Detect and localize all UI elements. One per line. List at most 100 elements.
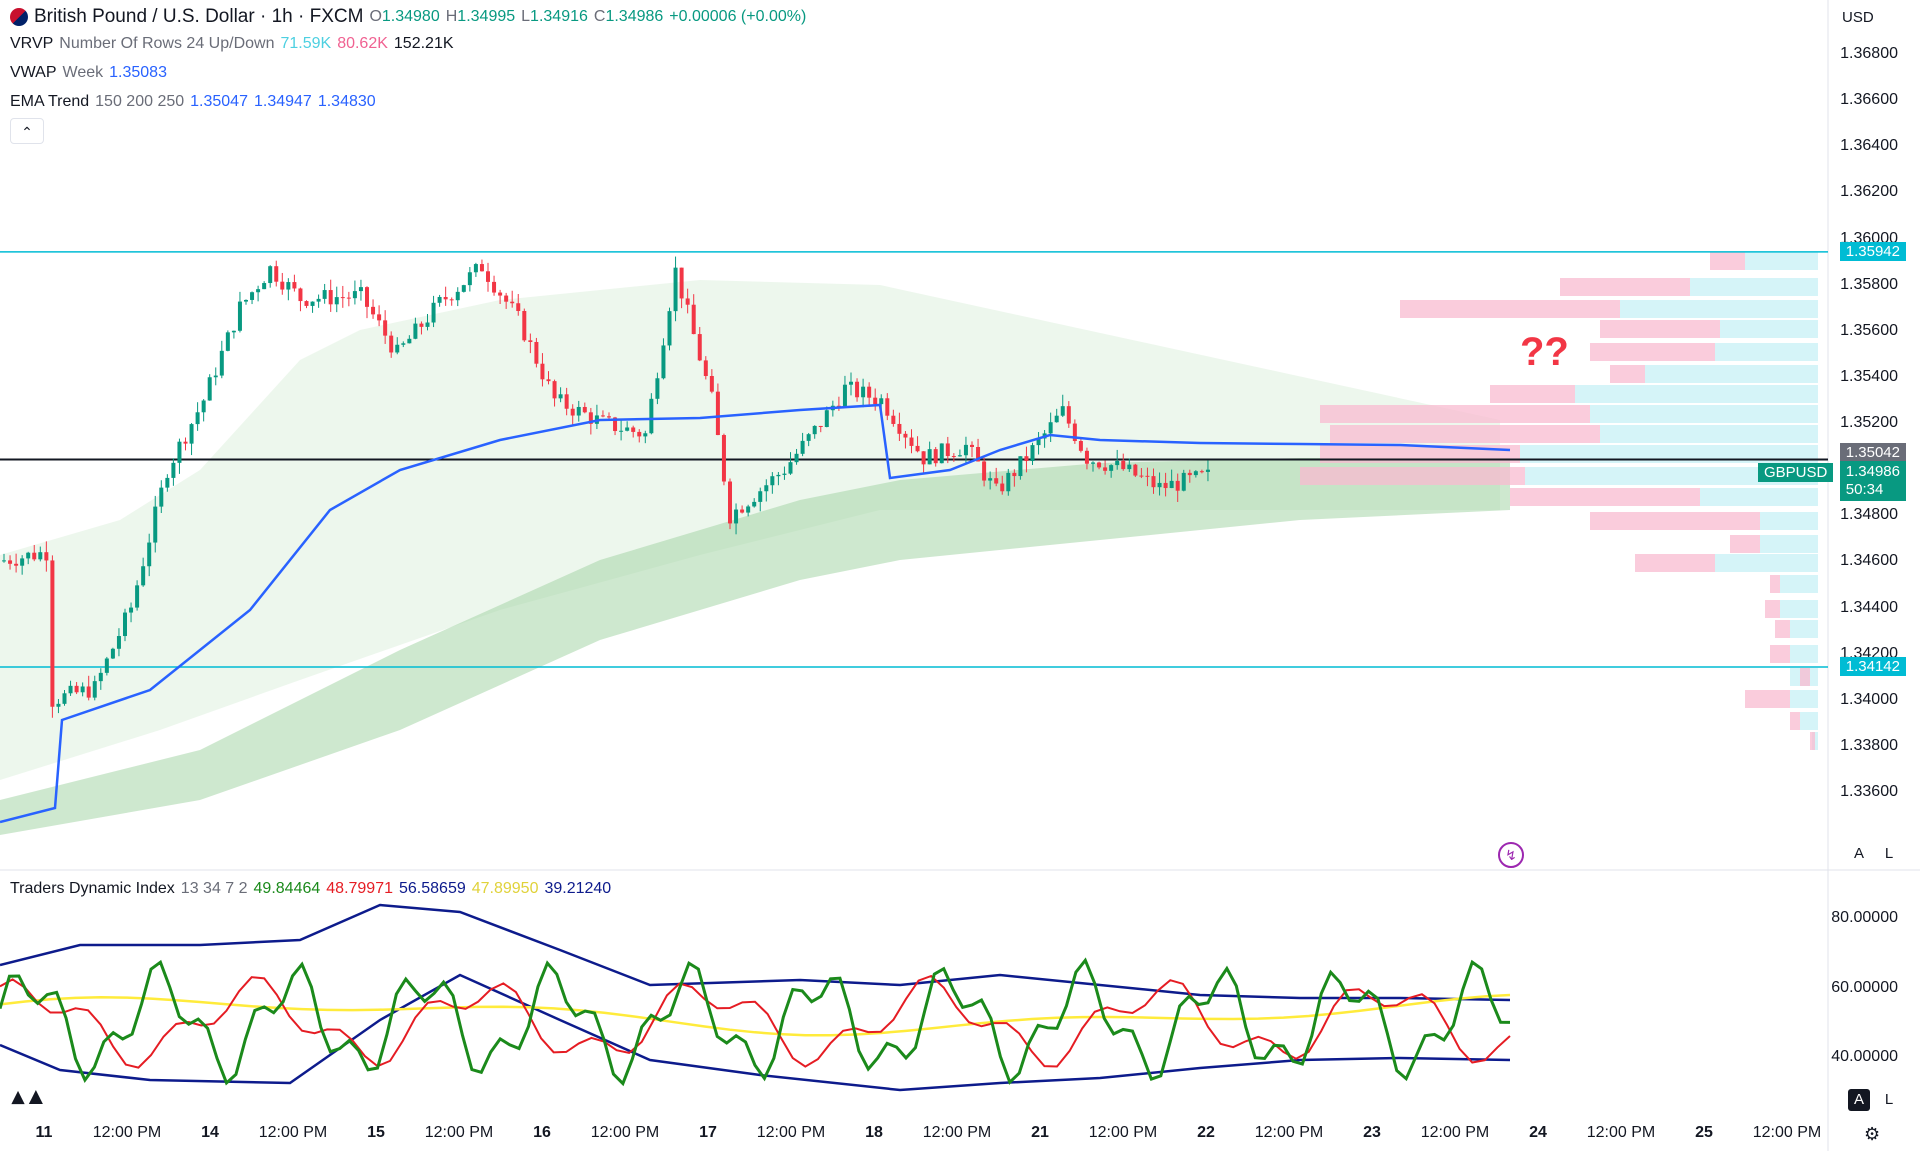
volume-profile-down-bar: [1810, 732, 1815, 750]
bear-candle: [1084, 450, 1089, 464]
bull-candle: [927, 449, 932, 465]
bull-candle: [861, 386, 866, 398]
bear-candle: [721, 435, 726, 482]
question-annotation: ??: [1520, 330, 1569, 374]
volume-profile-down-bar: [1765, 600, 1780, 618]
auto-scale-button-tdi[interactable]: A: [1848, 1089, 1870, 1111]
bear-candle: [1072, 423, 1077, 442]
bear-candle: [328, 290, 333, 305]
bull-candle: [473, 264, 478, 273]
bear-candle: [274, 266, 279, 282]
volume-profile-down-bar: [1510, 488, 1700, 506]
tdi-value-1: 49.84464: [253, 880, 321, 897]
volume-profile-up-bar: [1700, 488, 1818, 506]
currency-selector[interactable]: USD: [1842, 9, 1874, 26]
bear-candle: [945, 443, 950, 457]
bull-candle: [135, 585, 140, 608]
bear-candle: [546, 379, 551, 382]
bear-candle: [976, 446, 981, 462]
volume-profile-down-bar: [1400, 300, 1620, 318]
ema-legend[interactable]: EMA Trend 150 200 250 1.35047 1.34947 1.…: [10, 93, 376, 111]
time-tick-label: 25: [1695, 1124, 1713, 1141]
bull-candle: [26, 552, 31, 559]
bull-candle: [219, 350, 224, 376]
lightning-icon[interactable]: ↯: [1498, 842, 1524, 868]
bull-candle: [643, 433, 648, 437]
bull-candle: [734, 509, 739, 524]
price-tick-label: 1.35400: [1840, 367, 1898, 385]
bull-candle: [68, 685, 73, 694]
log-scale-button-tdi[interactable]: L: [1884, 1091, 1894, 1108]
auto-scale-button[interactable]: A: [1853, 845, 1864, 862]
bear-candle: [1024, 456, 1029, 462]
bull-candle: [334, 297, 339, 305]
bull-candle: [201, 400, 206, 413]
bull-candle: [80, 686, 85, 693]
vwap-line: [0, 403, 1511, 824]
bull-candle: [171, 462, 176, 478]
time-tick-label: 18: [865, 1124, 883, 1141]
bear-candle: [836, 405, 841, 407]
volume-profile-up-bar: [1760, 512, 1818, 530]
bull-candle: [62, 693, 67, 704]
bull-candle: [141, 566, 146, 586]
ema-value-2: 1.34947: [253, 93, 312, 110]
settings-gear-icon[interactable]: ⚙: [1864, 1124, 1881, 1144]
tdi-value-3: 56.58659: [399, 880, 466, 897]
bear-candle: [1066, 406, 1071, 424]
bull-candle: [262, 283, 267, 290]
bear-candle: [818, 425, 823, 427]
bull-candle: [1169, 480, 1174, 489]
bear-candle: [631, 427, 636, 432]
tdi-legend[interactable]: Traders Dynamic Index 13 34 7 2 49.84464…: [10, 880, 611, 898]
bull-candle: [800, 440, 805, 454]
volume-profile-down-bar: [1800, 668, 1810, 686]
bull-candle: [286, 282, 291, 290]
vrvp-params: Number Of Rows 24 Up/Down: [59, 35, 275, 52]
bull-candle: [1193, 471, 1198, 476]
bull-candle: [824, 410, 829, 427]
ema-price-tag: 1.35042: [1839, 443, 1906, 462]
bull-candle: [782, 473, 787, 475]
volume-profile-up-bar: [1760, 535, 1818, 553]
vrvp-legend[interactable]: VRVP Number Of Rows 24 Up/Down 71.59K 80…: [10, 35, 454, 53]
volume-profile-up-bar: [1780, 600, 1818, 618]
bull-candle: [407, 338, 412, 344]
bull-candle: [794, 453, 799, 463]
bull-candle: [189, 424, 194, 444]
bear-candle: [86, 686, 91, 698]
legend-collapse-button[interactable]: ⌃: [10, 118, 44, 144]
vwap-legend[interactable]: VWAP Week 1.35083: [10, 64, 167, 82]
price-tick-label: 1.36800: [1840, 45, 1898, 62]
tdi-mid-line: [0, 993, 1511, 1037]
volume-profile-up-bar: [1590, 405, 1818, 423]
bull-candle: [104, 658, 109, 673]
bull-candle: [56, 703, 61, 707]
bear-candle: [183, 441, 188, 444]
bear-candle: [377, 314, 382, 321]
bear-candle: [709, 376, 714, 392]
bear-candle: [703, 360, 708, 377]
time-tick-label: 12:00 PM: [756, 1124, 826, 1141]
volume-profile-down-bar: [1710, 252, 1745, 270]
time-tick-label: 15: [367, 1124, 385, 1141]
symbol-title[interactable]: British Pound / U.S. Dollar · 1h · FXCM: [34, 6, 364, 27]
log-scale-button[interactable]: L: [1884, 845, 1894, 862]
bear-candle: [340, 297, 345, 299]
bull-candle: [207, 377, 212, 401]
bull-candle: [110, 648, 115, 659]
vwap-value: 1.35083: [109, 64, 167, 81]
bull-candle: [988, 478, 993, 481]
ema-value-3: 1.34830: [317, 93, 376, 110]
volume-profile-up-bar: [1715, 343, 1818, 361]
price-tick-label: 1.35800: [1840, 275, 1898, 293]
bull-candle: [195, 412, 200, 425]
price-tick-label: 1.36200: [1840, 183, 1898, 201]
bull-candle: [116, 636, 121, 649]
bear-candle: [510, 301, 515, 304]
bull-candle: [752, 501, 757, 507]
volume-profile-down-bar: [1745, 690, 1790, 708]
bear-candle: [8, 560, 13, 564]
